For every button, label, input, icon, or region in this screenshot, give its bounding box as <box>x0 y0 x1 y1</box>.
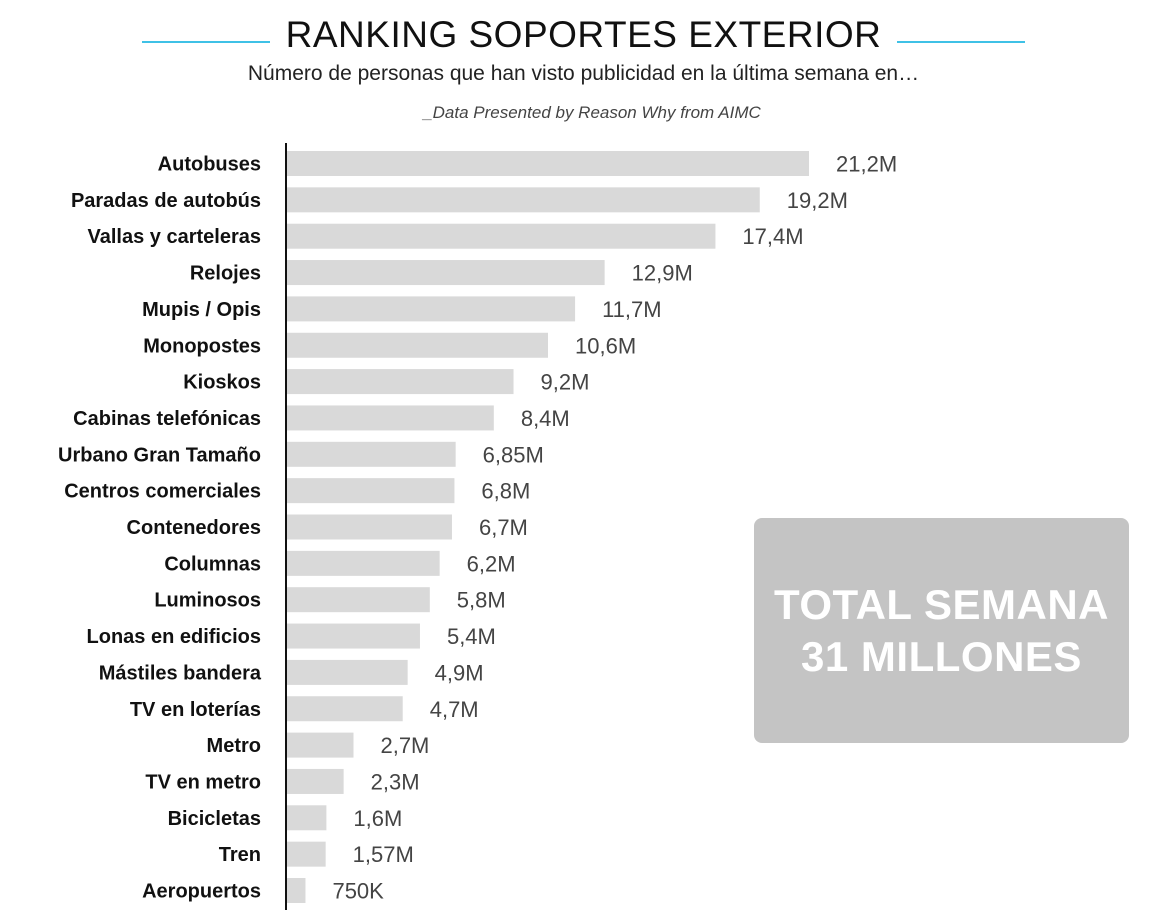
chart-header: RANKING SOPORTES EXTERIOR Número de pers… <box>0 0 1167 140</box>
bar-paradas-de-autobus <box>287 187 760 213</box>
category-label-tren: Tren <box>219 844 261 866</box>
chart-subtitle: Número de personas que han visto publici… <box>247 62 920 85</box>
value-label-bicicletas: 1,6M <box>353 806 402 831</box>
bar-cabinas-telefonicas <box>287 405 494 431</box>
category-label-kioskos: Kioskos <box>183 372 261 394</box>
value-label-columnas: 6,2M <box>467 551 516 576</box>
bar-kioskos <box>287 369 514 395</box>
bar-relojes <box>287 260 605 286</box>
category-label-contenedores: Contenedores <box>127 517 261 539</box>
bar-tv-en-loterias <box>287 696 403 722</box>
bar-centros-comerciales <box>287 478 455 504</box>
bar-bicicletas <box>287 805 327 831</box>
category-label-columnas: Columnas <box>164 553 261 575</box>
value-label-relojes: 12,9M <box>632 261 693 286</box>
total-box: TOTAL SEMANA 31 MILLONES <box>754 518 1129 743</box>
category-label-mastiles-bandera: Mástiles bandera <box>99 662 262 684</box>
bar-monopostes <box>287 332 548 358</box>
value-label-cabinas-telefonicas: 8,4M <box>521 406 570 431</box>
category-label-cabinas-telefonicas: Cabinas telefónicas <box>73 408 261 430</box>
category-label-metro: Metro <box>207 735 261 757</box>
total-line-2: 31 MILLONES <box>801 632 1082 680</box>
title-line-left <box>141 41 270 43</box>
value-label-monopostes: 10,6M <box>575 333 636 358</box>
category-label-tv-en-metro: TV en metro <box>145 771 261 793</box>
value-label-tv-en-metro: 2,3M <box>371 769 420 794</box>
value-label-vallas-y-carteleras: 17,4M <box>742 224 803 249</box>
chart-title: RANKING SOPORTES EXTERIOR <box>285 14 882 55</box>
category-label-centros-comerciales: Centros comerciales <box>64 481 261 503</box>
value-label-mastiles-bandera: 4,9M <box>435 660 484 685</box>
category-label-luminosos: Luminosos <box>154 590 261 612</box>
title-row: RANKING SOPORTES EXTERIOR <box>0 14 1167 56</box>
value-label-centros-comerciales: 6,8M <box>481 479 530 504</box>
bar-lonas-en-edificios <box>287 623 420 649</box>
category-label-relojes: Relojes <box>190 263 261 285</box>
value-label-tv-en-loterias: 4,7M <box>430 697 479 722</box>
category-label-autobuses: Autobuses <box>158 154 261 176</box>
title-line-right <box>897 41 1026 43</box>
value-label-mupis-opis: 11,7M <box>602 297 662 322</box>
category-label-urbano-gran-tamano: Urbano Gran Tamaño <box>58 444 261 466</box>
bar-vallas-y-carteleras <box>287 223 716 249</box>
bar-aeropuertos <box>287 878 306 903</box>
category-label-vallas-y-carteleras: Vallas y carteleras <box>88 226 261 248</box>
value-label-aeropuertos: 750K <box>332 879 384 904</box>
category-label-bicicletas: Bicicletas <box>168 808 261 830</box>
bars-group: Autobuses 21,2M Paradas de autobús 19,2M Val… <box>58 151 897 904</box>
chart-source: _Data Presented by Reason Why from AIMC <box>423 103 761 122</box>
value-label-urbano-gran-tamano: 6,85M <box>483 442 544 467</box>
category-label-lonas-en-edificios: Lonas en edificios <box>87 626 261 648</box>
value-label-luminosos: 5,8M <box>457 588 506 613</box>
bar-contenedores <box>287 514 452 540</box>
value-label-kioskos: 9,2M <box>541 370 590 395</box>
bar-metro <box>287 732 354 758</box>
bar-autobuses <box>287 151 809 176</box>
bar-columnas <box>287 550 440 576</box>
category-label-tv-en-loterias: TV en loterías <box>130 699 261 721</box>
category-label-paradas-de-autobus: Paradas de autobús <box>71 190 261 212</box>
bar-mastiles-bandera <box>287 659 408 685</box>
bar-mupis-opis <box>287 296 576 322</box>
bar-tren <box>287 841 326 867</box>
category-label-monopostes: Monopostes <box>143 335 261 357</box>
value-label-paradas-de-autobus: 19,2M <box>787 188 848 213</box>
value-label-lonas-en-edificios: 5,4M <box>447 624 496 649</box>
bar-urbano-gran-tamano <box>287 441 456 467</box>
category-label-mupis-opis: Mupis / Opis <box>142 299 261 321</box>
value-label-contenedores: 6,7M <box>479 515 528 540</box>
value-label-autobuses: 21,2M <box>836 152 897 177</box>
value-label-tren: 1,57M <box>353 842 414 867</box>
bar-luminosos <box>287 587 430 613</box>
value-label-metro: 2,7M <box>380 733 429 758</box>
category-label-aeropuertos: Aeropuertos <box>142 881 261 903</box>
total-line-1: TOTAL SEMANA <box>773 580 1109 628</box>
bar-tv-en-metro <box>287 768 344 794</box>
